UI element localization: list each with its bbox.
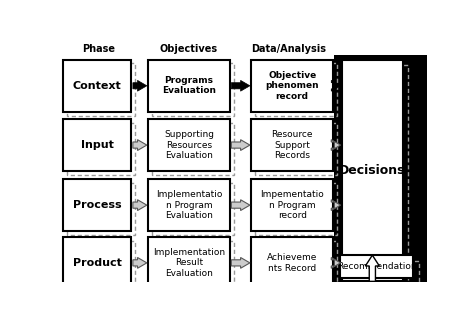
Bar xyxy=(255,241,337,293)
Bar xyxy=(67,241,135,293)
FancyArrow shape xyxy=(231,81,250,91)
Bar xyxy=(148,237,230,289)
Text: Process: Process xyxy=(73,200,121,210)
Text: Objective
phenomen
record: Objective phenomen record xyxy=(265,71,319,101)
FancyArrow shape xyxy=(365,255,379,281)
Bar xyxy=(148,179,230,231)
FancyArrow shape xyxy=(331,257,341,268)
Bar xyxy=(63,179,131,231)
Bar xyxy=(340,255,413,278)
Text: Decisions: Decisions xyxy=(339,164,406,177)
FancyArrow shape xyxy=(331,140,341,151)
Text: Context: Context xyxy=(73,81,122,91)
Bar xyxy=(63,119,131,171)
FancyArrow shape xyxy=(231,140,250,151)
FancyArrow shape xyxy=(133,140,147,151)
Bar xyxy=(255,123,337,175)
FancyArrow shape xyxy=(231,257,250,268)
Text: Implementatio
n Program
Evaluation: Implementatio n Program Evaluation xyxy=(156,190,222,220)
Bar xyxy=(345,261,419,284)
FancyArrow shape xyxy=(133,257,147,268)
Text: Objectives: Objectives xyxy=(160,44,218,54)
FancyArrow shape xyxy=(133,200,147,210)
Text: Result: Result xyxy=(346,44,381,54)
Text: Impementatio
n Program
record: Impementatio n Program record xyxy=(260,190,324,220)
Bar xyxy=(67,183,135,235)
Text: Phase: Phase xyxy=(82,44,116,54)
Bar xyxy=(255,63,337,116)
FancyArrow shape xyxy=(331,200,341,210)
Text: Resource
Support
Records: Resource Support Records xyxy=(272,130,313,160)
Bar xyxy=(67,63,135,116)
Bar xyxy=(347,65,408,287)
Bar xyxy=(148,119,230,171)
Bar xyxy=(152,63,234,116)
Bar xyxy=(67,123,135,175)
FancyArrow shape xyxy=(331,81,341,91)
Bar xyxy=(148,60,230,112)
Text: Data/Analysis: Data/Analysis xyxy=(251,44,327,54)
Text: Product: Product xyxy=(73,258,122,268)
Bar xyxy=(334,55,427,282)
Text: Implementation
Result
Evaluation: Implementation Result Evaluation xyxy=(153,248,225,278)
FancyArrow shape xyxy=(231,200,250,210)
Bar xyxy=(251,119,333,171)
Bar xyxy=(251,60,333,112)
Text: Programs
Evaluation: Programs Evaluation xyxy=(162,76,216,95)
Bar xyxy=(152,123,234,175)
Bar xyxy=(152,241,234,293)
Text: Supporting
Resources
Evaluation: Supporting Resources Evaluation xyxy=(164,130,214,160)
Text: Input: Input xyxy=(81,140,114,150)
Bar xyxy=(255,183,337,235)
Text: Achieveme
nts Record: Achieveme nts Record xyxy=(267,253,317,273)
Text: Recommendation: Recommendation xyxy=(337,262,417,271)
FancyArrow shape xyxy=(133,81,147,91)
Bar xyxy=(251,237,333,289)
Bar xyxy=(152,183,234,235)
Bar xyxy=(63,60,131,112)
Bar xyxy=(63,237,131,289)
Bar xyxy=(342,60,402,281)
Bar xyxy=(251,179,333,231)
